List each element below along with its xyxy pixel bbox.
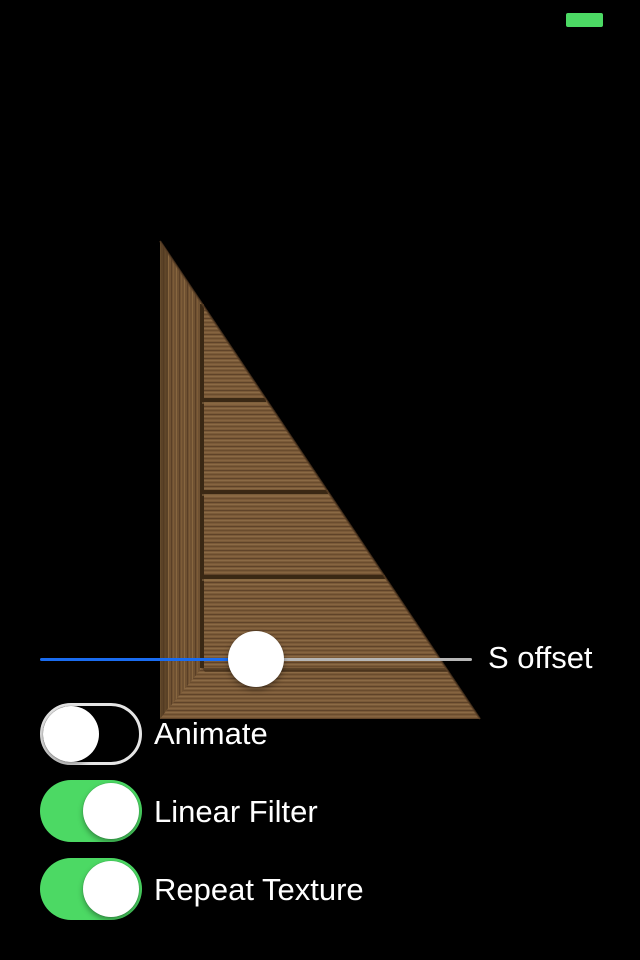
repeat-texture-label: Repeat Texture bbox=[154, 872, 364, 907]
battery-icon bbox=[566, 13, 603, 27]
animate-switch[interactable] bbox=[40, 703, 142, 765]
s-offset-label: S offset bbox=[488, 640, 593, 675]
slider-max-track bbox=[256, 658, 472, 661]
switch-knob bbox=[43, 706, 99, 762]
slider-min-track bbox=[40, 658, 256, 661]
switch-knob bbox=[83, 783, 139, 839]
animate-label: Animate bbox=[154, 716, 268, 751]
repeat-texture-switch[interactable] bbox=[40, 858, 142, 920]
linear-filter-switch[interactable] bbox=[40, 780, 142, 842]
switch-knob bbox=[83, 861, 139, 917]
s-offset-slider[interactable] bbox=[40, 630, 472, 688]
wood-triangle bbox=[159, 240, 481, 720]
slider-thumb[interactable] bbox=[228, 631, 284, 687]
linear-filter-label: Linear Filter bbox=[154, 794, 318, 829]
